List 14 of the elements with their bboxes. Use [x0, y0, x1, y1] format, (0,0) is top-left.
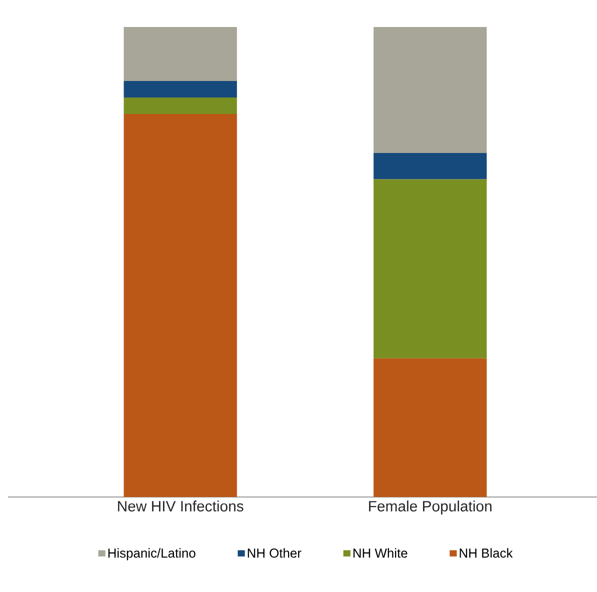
x-tick-label: Female Population — [369, 500, 492, 514]
legend-label: NH Other — [248, 548, 302, 558]
bar — [374, 26, 487, 153]
bar — [374, 179, 487, 358]
bar — [124, 81, 237, 98]
bar — [374, 152, 487, 180]
legend-label: NH White — [354, 548, 408, 558]
legend-label: NH Black — [460, 548, 513, 558]
bar — [374, 358, 487, 497]
bar — [124, 114, 237, 497]
legend-label: Hispanic/Latino — [108, 548, 196, 560]
bar — [124, 26, 237, 82]
bar — [124, 97, 237, 114]
x-tick-label: New HIV Infections — [118, 500, 244, 512]
